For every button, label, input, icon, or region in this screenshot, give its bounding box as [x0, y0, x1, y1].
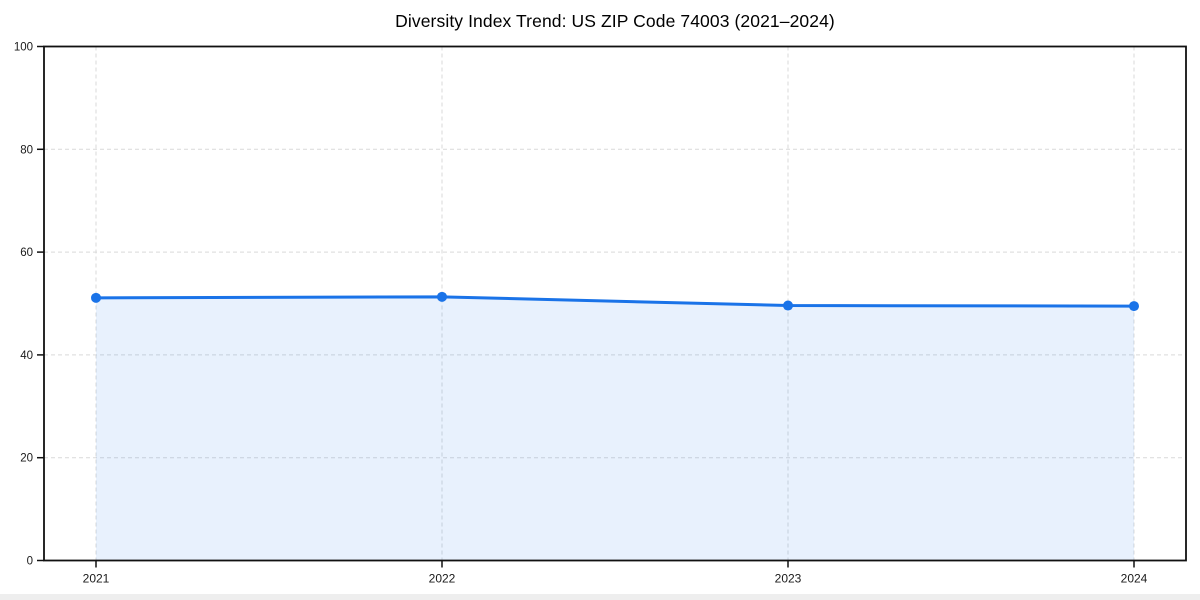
x-tick-label-2021: 2021 [83, 572, 110, 586]
area-fill [96, 296, 1134, 561]
y-tick-label-20: 20 [20, 453, 33, 465]
data-point-2023 [783, 300, 793, 311]
bottom-edge-strip [0, 594, 1200, 600]
chart-title: Diversity Index Trend: US ZIP Code 74003… [395, 11, 835, 31]
x-tick-label-2023: 2023 [775, 572, 802, 586]
y-tick-label-60: 60 [20, 247, 33, 259]
trend-line [94, 295, 1136, 308]
data-point-2022 [437, 291, 447, 302]
y-tick-label-40: 40 [20, 350, 33, 362]
x-tick-label-2022: 2022 [429, 572, 456, 586]
data-point-2021 [91, 292, 101, 303]
x-tick-label-2024: 2024 [1121, 572, 1148, 586]
y-tick-label-0: 0 [27, 556, 33, 568]
y-tick-label-100: 100 [14, 42, 33, 54]
data-point-2024 [1129, 301, 1139, 312]
y-tick-label-80: 80 [20, 144, 33, 156]
plot-border [43, 45, 1187, 562]
